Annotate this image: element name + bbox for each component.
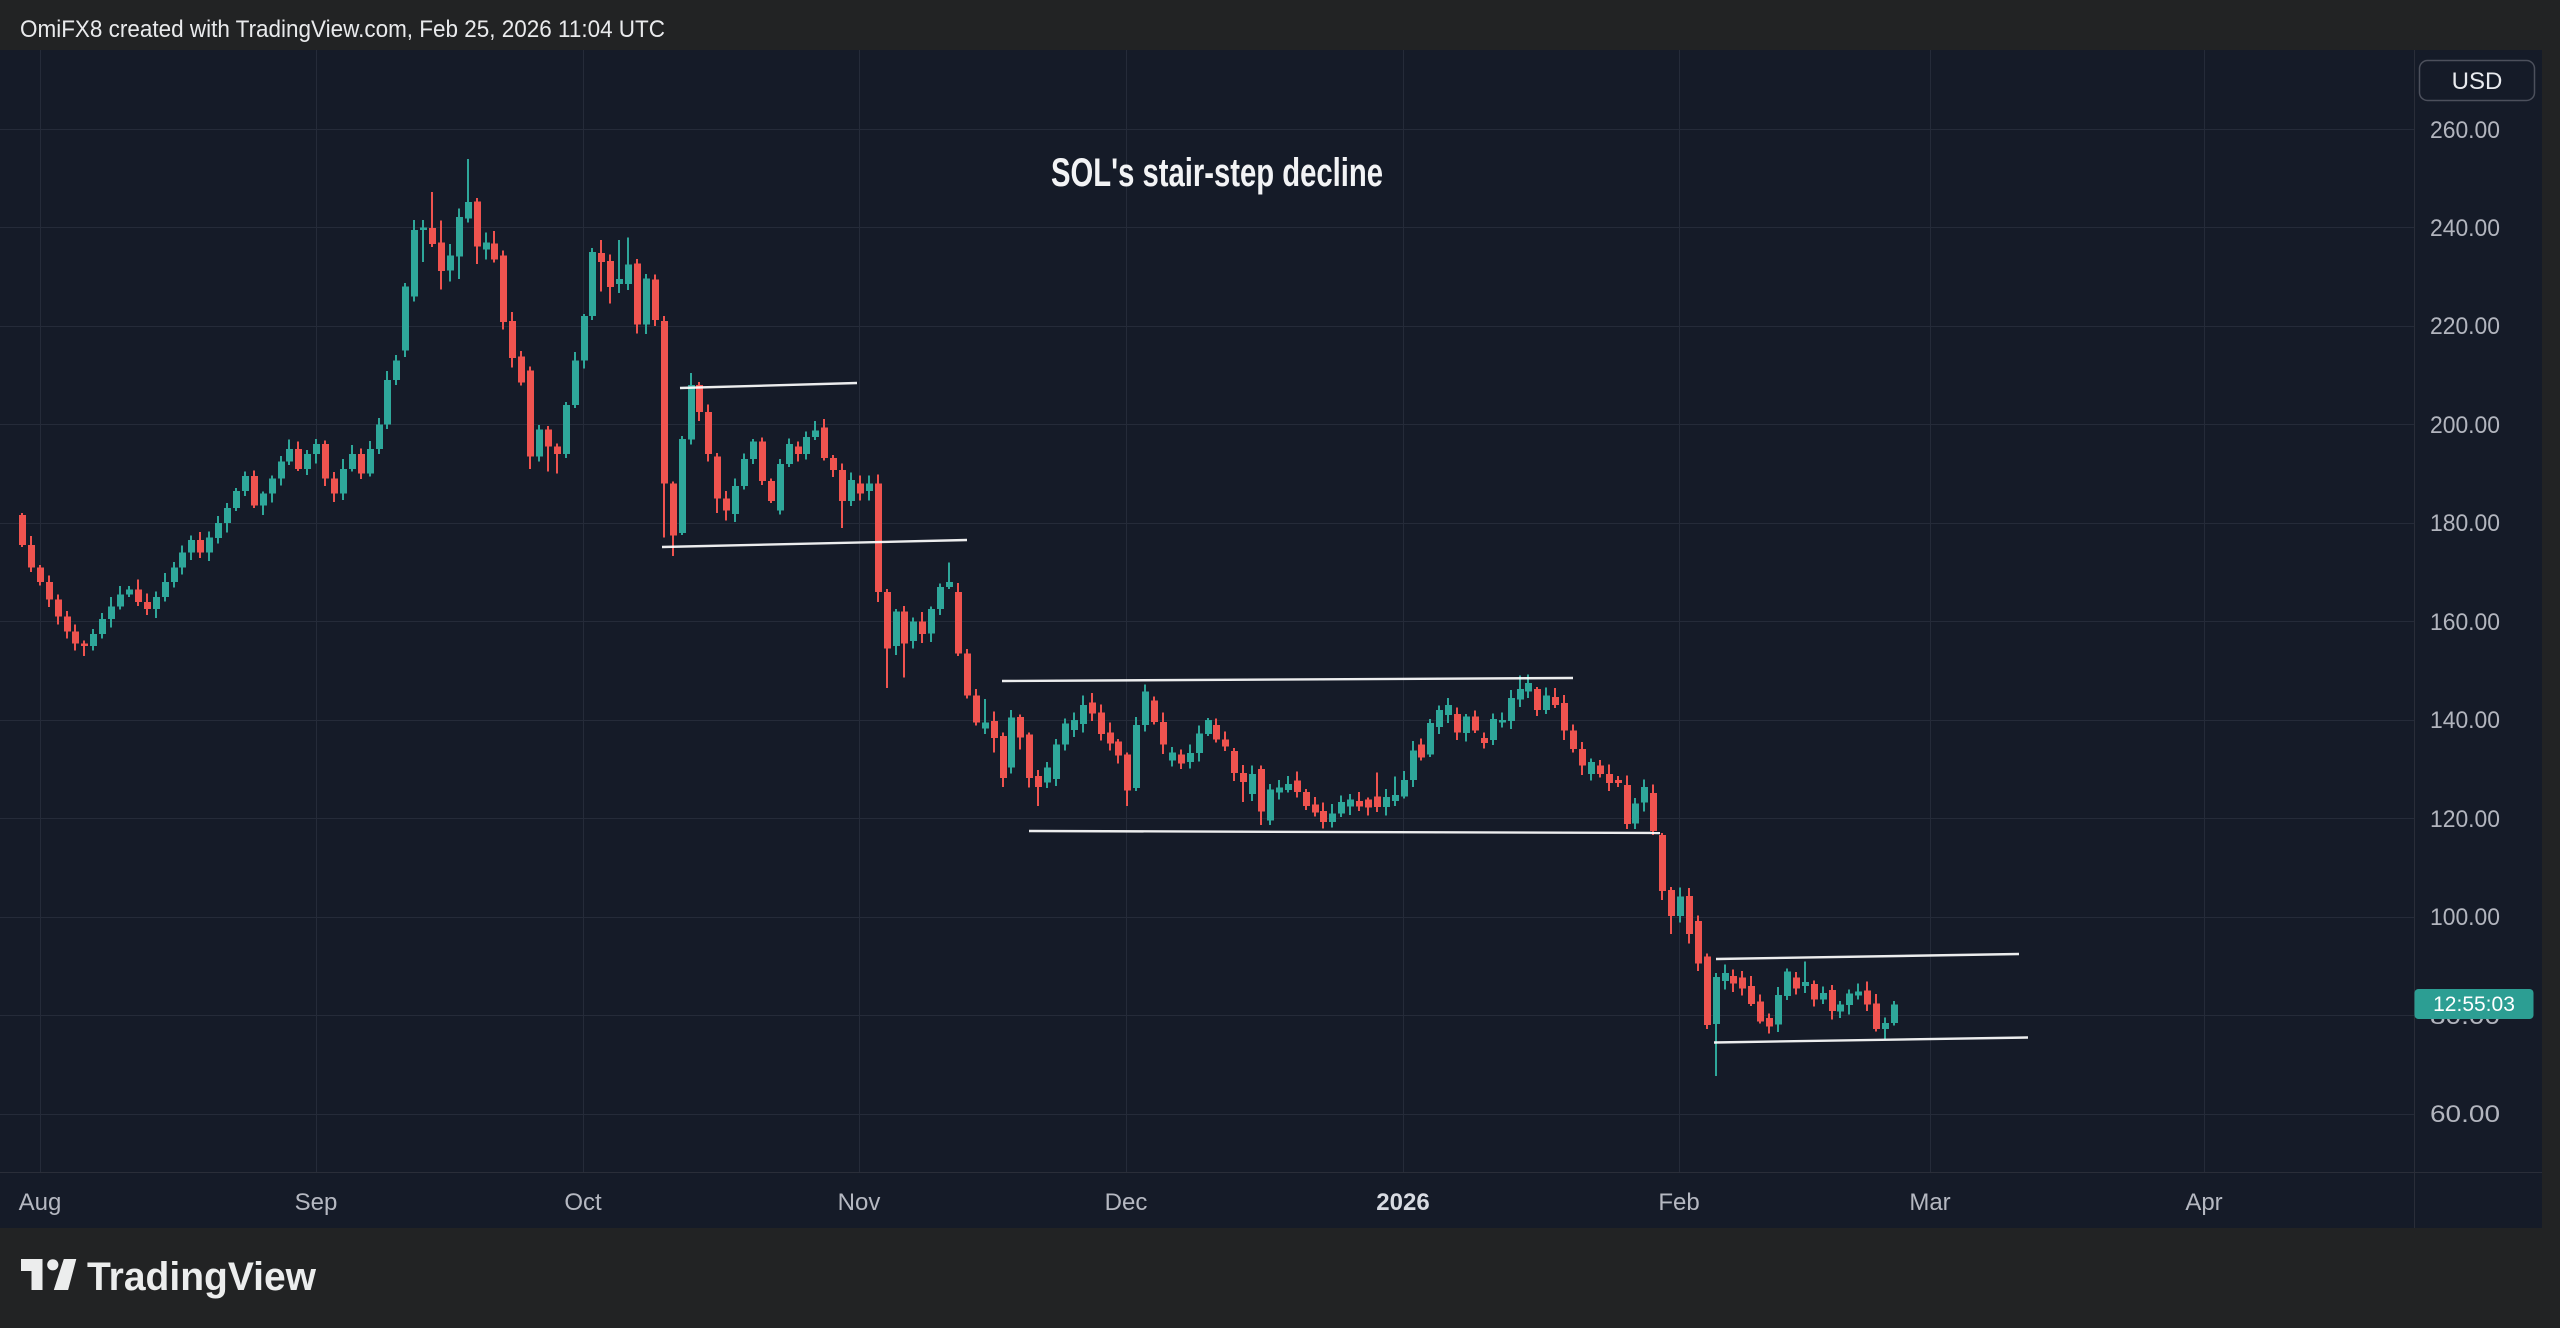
svg-text:Feb: Feb — [1658, 1189, 1699, 1216]
svg-text:12:55:03: 12:55:03 — [2433, 993, 2515, 1016]
svg-text:Sep: Sep — [295, 1189, 338, 1216]
svg-text:TradingView: TradingView — [87, 1255, 317, 1299]
svg-text:USD: USD — [2452, 68, 2503, 95]
svg-text:60.00: 60.00 — [2430, 1101, 2500, 1128]
svg-text:100.00: 100.00 — [2430, 904, 2500, 931]
svg-text:200.00: 200.00 — [2430, 412, 2500, 439]
svg-text:140.00: 140.00 — [2430, 707, 2500, 734]
svg-text:180.00: 180.00 — [2430, 510, 2500, 537]
svg-text:Dec: Dec — [1105, 1189, 1148, 1216]
svg-text:240.00: 240.00 — [2430, 215, 2500, 242]
svg-text:260.00: 260.00 — [2430, 117, 2500, 144]
svg-text:220.00: 220.00 — [2430, 313, 2500, 340]
svg-text:2026: 2026 — [1376, 1189, 1429, 1216]
svg-text:OmiFX8 created with TradingVie: OmiFX8 created with TradingView.com, Feb… — [20, 16, 665, 43]
svg-text:Aug: Aug — [19, 1189, 62, 1216]
svg-text:Nov: Nov — [838, 1189, 881, 1216]
svg-text:120.00: 120.00 — [2430, 806, 2500, 833]
svg-text:160.00: 160.00 — [2430, 609, 2500, 636]
svg-text:SOL's stair-step decline: SOL's stair-step decline — [1051, 151, 1383, 195]
svg-text:Apr: Apr — [2185, 1189, 2222, 1216]
svg-text:Oct: Oct — [564, 1189, 602, 1216]
svg-text:Mar: Mar — [1909, 1189, 1950, 1216]
